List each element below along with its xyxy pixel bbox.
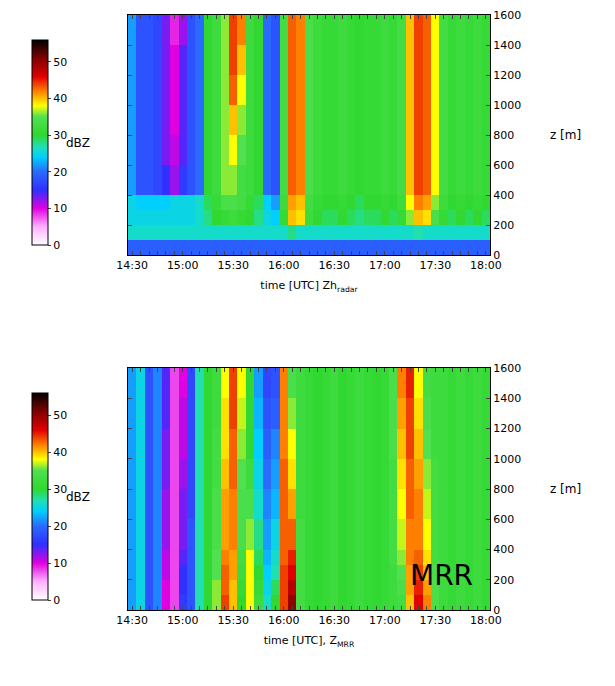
svg-text:1200: 1200 — [493, 69, 521, 82]
svg-text:30: 30 — [53, 483, 67, 496]
svg-text:20: 20 — [53, 166, 67, 179]
svg-text:16:30: 16:30 — [318, 259, 350, 272]
svg-text:10: 10 — [53, 557, 67, 570]
svg-text:15:00: 15:00 — [167, 614, 199, 627]
svg-text:40: 40 — [53, 446, 67, 459]
svg-text:50: 50 — [53, 56, 67, 69]
svg-text:1400: 1400 — [493, 392, 521, 405]
svg-text:1200: 1200 — [493, 422, 521, 435]
svg-text:dBZ: dBZ — [66, 490, 90, 504]
svg-text:16:30: 16:30 — [318, 614, 350, 627]
svg-text:15:30: 15:30 — [217, 614, 249, 627]
svg-text:0: 0 — [53, 594, 60, 607]
svg-text:1600: 1600 — [493, 362, 521, 375]
svg-text:16:00: 16:00 — [268, 259, 300, 272]
svg-text:1400: 1400 — [493, 39, 521, 52]
svg-text:14:30: 14:30 — [116, 614, 148, 627]
svg-text:18:00: 18:00 — [470, 614, 502, 627]
svg-text:z [m]: z [m] — [550, 128, 581, 142]
svg-text:20: 20 — [53, 520, 67, 533]
svg-text:400: 400 — [493, 543, 514, 556]
svg-text:15:30: 15:30 — [217, 259, 249, 272]
svg-text:time [UTC], Z​MRR​: time [UTC], Z​MRR​ — [264, 634, 355, 648]
svg-text:800: 800 — [493, 483, 514, 496]
svg-text:30: 30 — [53, 129, 67, 142]
svg-text:50: 50 — [53, 409, 67, 422]
svg-text:200: 200 — [493, 574, 514, 587]
svg-text:17:30: 17:30 — [419, 259, 451, 272]
svg-text:18:00: 18:00 — [470, 259, 502, 272]
svg-text:40: 40 — [53, 92, 67, 105]
svg-text:17:30: 17:30 — [419, 614, 451, 627]
svg-text:1600: 1600 — [493, 9, 521, 22]
svg-text:17:00: 17:00 — [369, 614, 401, 627]
svg-text:17:00: 17:00 — [369, 259, 401, 272]
svg-text:10: 10 — [53, 202, 67, 215]
svg-text:200: 200 — [493, 219, 514, 232]
svg-text:time [UTC] Zh​radar​: time [UTC] Zh​radar​ — [260, 279, 358, 293]
svg-text:600: 600 — [493, 513, 514, 526]
svg-text:0: 0 — [493, 249, 500, 262]
svg-text:16:00: 16:00 — [268, 614, 300, 627]
svg-text:15:00: 15:00 — [167, 259, 199, 272]
svg-text:14:30: 14:30 — [116, 259, 148, 272]
svg-text:dBZ: dBZ — [66, 136, 90, 150]
svg-text:1000: 1000 — [493, 453, 521, 466]
svg-text:z [m]: z [m] — [550, 482, 581, 496]
svg-text:1000: 1000 — [493, 99, 521, 112]
svg-text:600: 600 — [493, 159, 514, 172]
svg-text:MRR: MRR — [410, 559, 473, 592]
svg-text:0: 0 — [493, 604, 500, 617]
svg-text:800: 800 — [493, 129, 514, 142]
svg-text:400: 400 — [493, 189, 514, 202]
svg-text:0: 0 — [53, 239, 60, 252]
